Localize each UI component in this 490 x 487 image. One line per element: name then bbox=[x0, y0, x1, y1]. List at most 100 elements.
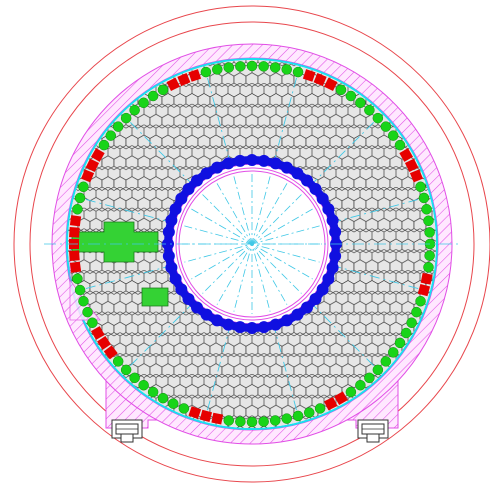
blue-dot bbox=[200, 308, 213, 321]
green-dot bbox=[78, 181, 89, 193]
blue-dot bbox=[175, 192, 188, 205]
blue-dot bbox=[257, 321, 270, 334]
red-block bbox=[81, 169, 95, 183]
green-dot bbox=[74, 192, 86, 204]
green-dot bbox=[82, 306, 93, 318]
green-dot bbox=[387, 347, 399, 358]
green-dot bbox=[269, 62, 281, 73]
blue-dot bbox=[280, 314, 293, 327]
red-block bbox=[177, 73, 191, 87]
green-dot bbox=[258, 416, 269, 427]
green-cross-assembly bbox=[71, 221, 159, 263]
green-dot bbox=[212, 64, 223, 75]
green-dot bbox=[364, 372, 375, 384]
blue-dot bbox=[190, 301, 203, 314]
green-dot bbox=[235, 61, 246, 72]
green-dot bbox=[120, 364, 132, 376]
green-dot bbox=[246, 416, 258, 428]
green-dot bbox=[424, 227, 435, 238]
blue-dot bbox=[162, 238, 174, 250]
red-block bbox=[199, 409, 213, 423]
blue-dot bbox=[269, 318, 282, 331]
red-block bbox=[85, 158, 100, 172]
inner-blue-dots bbox=[162, 154, 342, 334]
blue-dot bbox=[301, 301, 314, 314]
radial-line bbox=[309, 301, 383, 375]
blue-dot bbox=[329, 249, 342, 262]
blue-dot bbox=[280, 161, 293, 174]
blue-dot bbox=[162, 226, 175, 239]
green-dot bbox=[178, 403, 190, 414]
green-dot bbox=[394, 337, 406, 349]
red-block bbox=[69, 250, 80, 261]
green-dot bbox=[380, 121, 392, 132]
radial-line bbox=[74, 195, 173, 224]
blue-dot bbox=[165, 214, 178, 227]
green-dot bbox=[364, 104, 375, 116]
green-dot bbox=[138, 97, 149, 109]
green-dot bbox=[355, 379, 366, 391]
green-dot bbox=[335, 84, 347, 96]
green-dot bbox=[292, 66, 304, 78]
blue-dot bbox=[162, 249, 175, 262]
red-block bbox=[420, 272, 433, 285]
red-block bbox=[188, 69, 202, 82]
radial-line bbox=[74, 264, 173, 293]
radial-line bbox=[121, 113, 195, 187]
red-block bbox=[69, 227, 80, 238]
red-block bbox=[103, 345, 118, 360]
red-block bbox=[313, 73, 327, 87]
green-dot bbox=[87, 317, 98, 328]
blue-dot bbox=[257, 154, 270, 167]
green-dot bbox=[269, 415, 281, 426]
blue-dot bbox=[309, 182, 322, 195]
green-dot bbox=[105, 130, 117, 141]
blue-dot bbox=[200, 167, 213, 180]
green-dot bbox=[292, 410, 304, 422]
blue-dot bbox=[182, 293, 195, 306]
red-block bbox=[404, 158, 419, 172]
blue-dot bbox=[175, 283, 188, 296]
red-block bbox=[69, 215, 82, 227]
blue-dot bbox=[322, 203, 335, 216]
blue-dot bbox=[329, 226, 342, 239]
green-dot bbox=[223, 415, 235, 426]
green-dot bbox=[112, 121, 124, 132]
red-block bbox=[91, 326, 105, 340]
red-block bbox=[399, 148, 413, 162]
blue-dot bbox=[309, 293, 322, 306]
green-dot bbox=[72, 273, 83, 284]
red-block bbox=[97, 335, 111, 350]
green-dot bbox=[168, 398, 179, 409]
blue-dot bbox=[326, 261, 339, 274]
green-dot bbox=[345, 386, 357, 398]
red-block bbox=[69, 261, 82, 273]
green-dot bbox=[120, 112, 132, 124]
green-dot bbox=[157, 84, 169, 96]
blue-dot bbox=[165, 261, 178, 274]
red-block bbox=[91, 148, 105, 162]
green-dot bbox=[394, 139, 406, 151]
red-block bbox=[188, 406, 202, 419]
green-dot bbox=[418, 192, 430, 204]
green-dot bbox=[129, 372, 140, 384]
blue-dot bbox=[169, 272, 182, 285]
radial-line bbox=[309, 113, 383, 187]
radial-dashed-lines bbox=[74, 66, 430, 422]
blue-dot bbox=[211, 161, 224, 174]
support-foot-right-icon bbox=[357, 419, 389, 443]
green-dot bbox=[138, 379, 149, 391]
green-dot bbox=[372, 364, 384, 376]
green-dot bbox=[98, 139, 110, 151]
green-dot bbox=[303, 407, 315, 418]
green-dot bbox=[345, 90, 357, 102]
red-block bbox=[417, 283, 431, 297]
red-block bbox=[302, 69, 316, 82]
blue-dot bbox=[326, 214, 339, 227]
radial-line bbox=[331, 264, 430, 293]
green-dot bbox=[78, 295, 89, 307]
green-dot bbox=[74, 284, 86, 296]
outer-reflector-dots bbox=[69, 60, 436, 428]
support-foot-left-icon bbox=[111, 419, 143, 443]
